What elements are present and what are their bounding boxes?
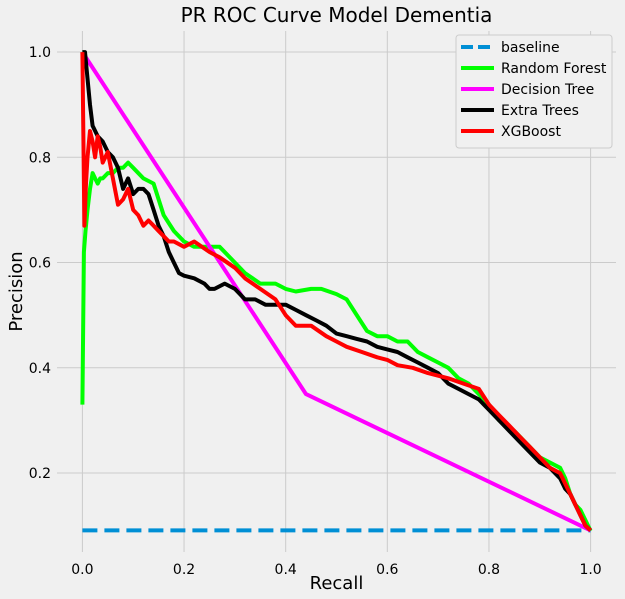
- legend-label-xgboost: XGBoost: [501, 124, 561, 140]
- y-tick-label: 1.0: [29, 45, 51, 61]
- legend-label-extra-trees: Extra Trees: [501, 103, 579, 119]
- y-tick-label: 0.2: [29, 466, 51, 482]
- y-tick-label: 0.6: [29, 256, 51, 272]
- x-tick-label: 0.4: [275, 562, 297, 578]
- chart-title: PR ROC Curve Model Dementia: [181, 3, 493, 27]
- y-axis-label: Precision: [6, 251, 27, 331]
- legend-box: [455, 34, 613, 149]
- series-line-xgboost: [80, 52, 592, 532]
- legend-label-random-forest: Random Forest: [501, 61, 607, 77]
- series-line-random-forest: [80, 160, 593, 532]
- series-line-decision-tree: [80, 51, 592, 533]
- x-axis-label: Recall: [310, 573, 364, 594]
- legend-label-baseline: baseline: [501, 40, 560, 56]
- tick-labels: 0.0 0.2 0.4 0.6 0.8 1.0 0.2 0.4 0.6 0.8 1.0: [29, 45, 602, 578]
- y-tick-label: 0.8: [29, 150, 51, 166]
- x-tick-label: 0.2: [173, 562, 195, 578]
- series-lines: [80, 50, 593, 533]
- x-tick-label: 0.6: [376, 562, 398, 578]
- x-tick-label: 1.0: [579, 562, 601, 578]
- legend: baseline Random Forest Decision Tree Extra …: [455, 34, 613, 149]
- y-tick-label: 0.4: [29, 361, 51, 377]
- series-line-extra-trees: [82, 50, 592, 532]
- x-tick-label: 0.8: [478, 562, 500, 578]
- x-tick-label: 0.0: [71, 562, 93, 578]
- legend-label-decision-tree: Decision Tree: [501, 82, 594, 98]
